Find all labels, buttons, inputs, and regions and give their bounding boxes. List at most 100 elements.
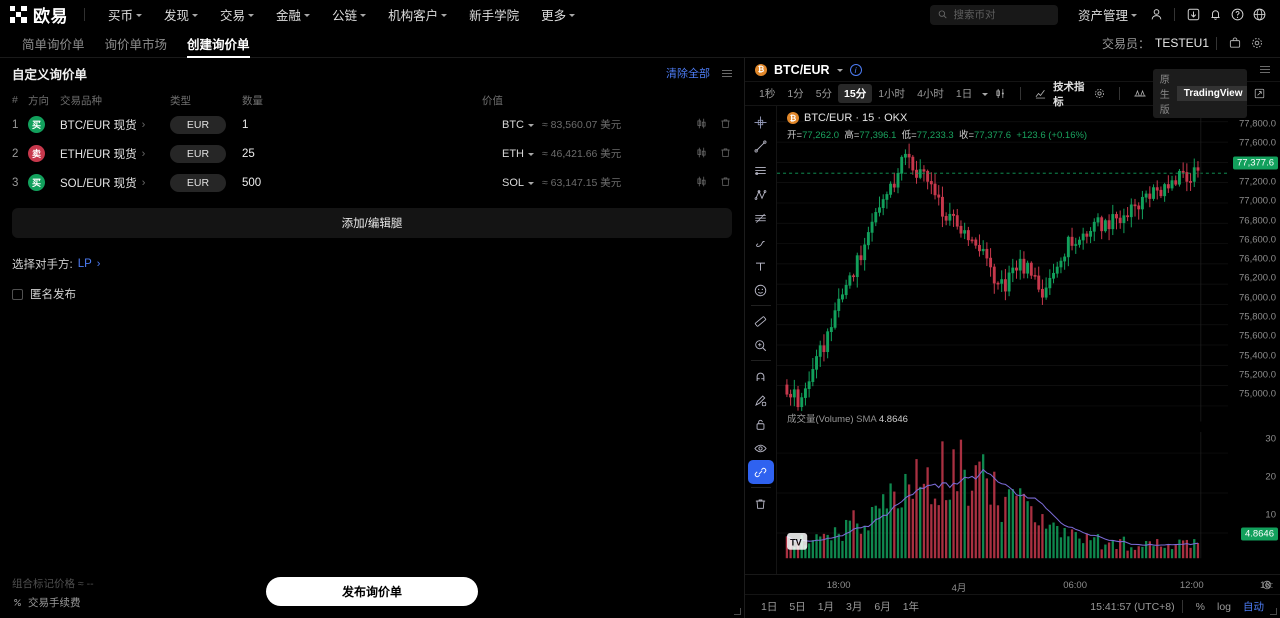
side-badge[interactable]: 买 xyxy=(28,116,45,133)
time-axis[interactable]: 18:00 4月 06:00 12:00 18: xyxy=(745,574,1280,594)
scale-log-button[interactable]: log xyxy=(1216,600,1231,613)
unit-selector[interactable]: BTC xyxy=(502,119,542,131)
instrument-selector[interactable]: SOL/EUR 现货 › xyxy=(60,175,170,191)
panel-resize-handle[interactable] xyxy=(734,608,741,615)
help-icon[interactable] xyxy=(1226,4,1248,26)
globe-icon[interactable] xyxy=(1248,4,1270,26)
search-input[interactable] xyxy=(953,8,1050,21)
zoom-in-icon[interactable] xyxy=(748,333,774,357)
chevron-down-icon[interactable] xyxy=(836,69,843,72)
scale-auto-button[interactable]: 自动 xyxy=(1243,601,1264,613)
range-1mo[interactable]: 1月 xyxy=(817,601,835,613)
measure-pen-icon[interactable] xyxy=(748,388,774,412)
compare-symbol-icon[interactable] xyxy=(1127,87,1153,100)
text-icon[interactable] xyxy=(748,254,774,278)
range-1y[interactable]: 1年 xyxy=(902,601,920,613)
timeframe-5m[interactable]: 5分 xyxy=(815,88,833,100)
chart-version-tradingview[interactable]: TradingView xyxy=(1176,86,1248,101)
nav-item-buy-crypto[interactable]: 买币 xyxy=(97,0,153,29)
range-1d[interactable]: 1日 xyxy=(761,601,778,613)
currency-type-pill[interactable]: EUR xyxy=(170,173,226,192)
horizontal-lines-icon[interactable] xyxy=(748,158,774,182)
user-icon[interactable] xyxy=(1145,4,1167,26)
download-icon[interactable] xyxy=(1182,4,1204,26)
tab-create-rfq[interactable]: 创建询价单 xyxy=(177,29,260,58)
instrument-selector[interactable]: ETH/EUR 现货 › xyxy=(60,146,170,162)
nav-item-more[interactable]: 更多 xyxy=(530,0,586,29)
range-5d[interactable]: 5日 xyxy=(789,601,806,613)
candlestick-icon[interactable] xyxy=(695,175,708,191)
timeframe-4h[interactable]: 4小时 xyxy=(917,88,944,100)
unit-selector[interactable]: ETH xyxy=(502,148,542,160)
anonymous-publish-checkbox[interactable] xyxy=(12,288,23,300)
counterparty-value[interactable]: LP xyxy=(77,258,92,270)
nav-item-academy[interactable]: 新手学院 xyxy=(458,0,530,29)
quantity-input[interactable] xyxy=(242,118,442,131)
timeframe-1m[interactable]: 1分 xyxy=(787,88,804,100)
okx-logo[interactable]: 欧易 xyxy=(10,2,68,27)
chart-resize-handle[interactable] xyxy=(1270,608,1277,615)
timeframe-1d[interactable]: 1日 xyxy=(955,88,973,100)
brush-icon[interactable] xyxy=(748,230,774,254)
currency-type-pill[interactable]: EUR xyxy=(170,115,226,134)
trash-icon[interactable] xyxy=(748,491,774,515)
scale-percent-button[interactable]: % xyxy=(1195,600,1205,613)
chart-type-candles-icon[interactable] xyxy=(988,87,1013,100)
tab-rfq-market[interactable]: 询价单市场 xyxy=(95,29,178,58)
price-axis[interactable]: 77,800.077,600.077,400.077,200.077,000.0… xyxy=(1228,106,1280,574)
quantity-input[interactable] xyxy=(242,176,442,189)
side-badge[interactable]: 买 xyxy=(28,174,45,191)
chevron-right-icon[interactable]: › xyxy=(96,258,101,270)
instrument-selector[interactable]: BTC/EUR 现货 › xyxy=(60,117,170,133)
fib-retracement-icon[interactable] xyxy=(748,206,774,230)
side-badge[interactable]: 卖 xyxy=(28,145,45,162)
link-icon[interactable] xyxy=(747,460,774,484)
chart-settings-gear-icon[interactable] xyxy=(1087,87,1112,100)
chevron-down-icon[interactable] xyxy=(982,93,989,96)
tab-simple-rfq[interactable]: 简单询价单 xyxy=(12,29,95,58)
candlestick-icon[interactable] xyxy=(695,117,708,133)
range-3mo[interactable]: 3月 xyxy=(846,601,863,613)
timeframe-1s[interactable]: 1秒 xyxy=(759,88,776,100)
chart-version-native[interactable]: 原生版 xyxy=(1159,75,1170,116)
timezone-settings-icon[interactable] xyxy=(1256,574,1278,596)
candlestick-icon[interactable] xyxy=(695,146,708,162)
chart-drag-handle[interactable] xyxy=(1260,66,1270,73)
trash-icon[interactable] xyxy=(719,146,732,162)
currency-type-pill[interactable]: EUR xyxy=(170,144,226,163)
indicators-chart-icon[interactable] xyxy=(1028,87,1053,100)
eye-icon[interactable] xyxy=(748,436,774,460)
chart-plot-area[interactable]: ₿ BTC/EUR · 15 · OKX 开=77,262.0 高=77,396… xyxy=(777,106,1228,574)
panel-drag-handle[interactable] xyxy=(722,69,732,77)
ruler-icon[interactable] xyxy=(748,309,774,333)
nav-item-trade[interactable]: 交易 xyxy=(209,0,265,29)
publish-rfq-button[interactable]: 发布询价单 xyxy=(266,577,478,606)
indicators-button[interactable]: 技术指标 xyxy=(1053,80,1085,108)
pitchfork-icon[interactable] xyxy=(748,182,774,206)
add-edit-leg-button[interactable]: 添加/编辑腿 xyxy=(12,208,732,238)
fullscreen-icon[interactable] xyxy=(1247,87,1272,100)
bell-icon[interactable] xyxy=(1204,4,1226,26)
unit-selector[interactable]: SOL xyxy=(502,177,542,189)
trash-icon[interactable] xyxy=(719,117,732,133)
lock-icon[interactable] xyxy=(748,412,774,436)
magnet-icon[interactable] xyxy=(748,364,774,388)
info-icon[interactable]: i xyxy=(849,63,862,76)
bag-icon[interactable] xyxy=(1224,32,1246,54)
quantity-input[interactable] xyxy=(242,147,442,160)
nav-item-institutional[interactable]: 机构客户 xyxy=(377,0,458,29)
crosshair-icon[interactable] xyxy=(748,110,774,134)
range-6mo[interactable]: 6月 xyxy=(874,601,891,613)
nav-item-finance[interactable]: 金融 xyxy=(265,0,321,29)
nav-item-discover[interactable]: 发现 xyxy=(153,0,209,29)
timeframe-15m[interactable]: 15分 xyxy=(838,84,873,103)
search-box[interactable] xyxy=(929,4,1058,25)
trend-line-icon[interactable] xyxy=(748,134,774,158)
clear-all-button[interactable]: 清除全部 xyxy=(666,68,710,80)
emoji-icon[interactable] xyxy=(748,278,774,302)
timeframe-1h[interactable]: 1小时 xyxy=(878,88,906,100)
gear-icon[interactable] xyxy=(1246,32,1268,54)
nav-item-chain[interactable]: 公链 xyxy=(321,0,377,29)
nav-item-asset-management[interactable]: 资产管理 xyxy=(1070,0,1145,29)
trash-icon[interactable] xyxy=(719,175,732,191)
